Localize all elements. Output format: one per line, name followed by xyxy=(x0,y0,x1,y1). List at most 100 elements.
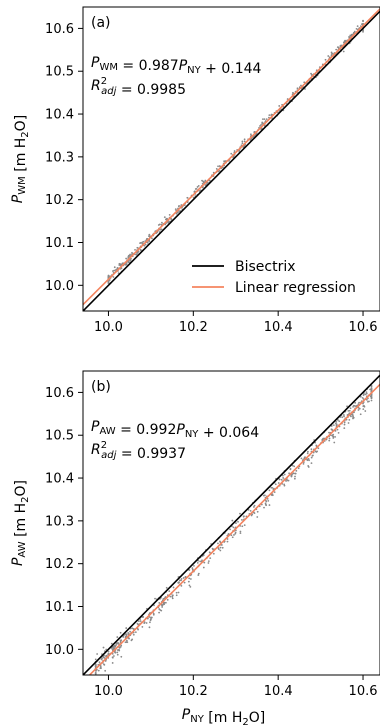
data-point xyxy=(189,578,192,580)
data-point xyxy=(96,653,99,655)
data-point xyxy=(137,620,140,623)
y-tick-label: 10.5 xyxy=(45,429,74,444)
bisectrix-line xyxy=(83,374,380,675)
data-point xyxy=(115,642,118,645)
data-point xyxy=(264,502,267,505)
data-point xyxy=(221,546,224,549)
data-point xyxy=(281,474,284,477)
data-point xyxy=(206,182,209,184)
data-point xyxy=(356,25,359,28)
data-point xyxy=(335,420,338,423)
data-point xyxy=(146,241,149,244)
data-point xyxy=(161,604,164,607)
bisectrix-line xyxy=(83,10,380,311)
data-point xyxy=(168,590,171,593)
data-point xyxy=(166,598,169,601)
data-point xyxy=(139,241,142,244)
data-point xyxy=(370,399,373,402)
legend-entry: Linear regression xyxy=(235,280,356,296)
data-point xyxy=(310,448,313,451)
data-point xyxy=(193,565,195,567)
data-point xyxy=(202,566,205,569)
data-point xyxy=(347,422,350,424)
data-point xyxy=(201,179,203,182)
data-point xyxy=(230,152,233,155)
data-point xyxy=(342,413,345,416)
data-point xyxy=(105,655,107,658)
y-tick-label: 10.0 xyxy=(45,279,74,294)
data-point xyxy=(188,569,191,571)
data-point xyxy=(239,512,241,515)
data-point xyxy=(263,506,265,509)
data-point xyxy=(148,240,151,243)
data-point xyxy=(125,627,128,629)
y-tick-label: 10.2 xyxy=(45,193,74,208)
data-point xyxy=(346,405,348,408)
data-point xyxy=(283,483,286,486)
data-point xyxy=(292,91,294,94)
data-point xyxy=(327,55,330,57)
x-tick-label: 10.6 xyxy=(349,684,378,699)
data-point xyxy=(328,437,331,440)
data-point xyxy=(165,586,168,589)
series-lines xyxy=(83,374,380,675)
data-point xyxy=(132,633,135,636)
data-point xyxy=(343,423,346,426)
data-point xyxy=(259,125,261,127)
data-point xyxy=(307,457,310,460)
legend: Bisectrix Linear regression xyxy=(192,259,356,296)
data-point xyxy=(135,253,138,256)
r2-adjusted: R2 adj = 0.9985 xyxy=(91,76,186,98)
data-point xyxy=(119,639,122,642)
data-point xyxy=(131,627,134,630)
data-point xyxy=(158,223,161,226)
data-point xyxy=(141,626,144,628)
x-tick-label: 10.4 xyxy=(264,684,293,699)
data-point xyxy=(235,522,237,524)
data-point xyxy=(239,530,242,533)
data-point xyxy=(343,427,346,430)
data-point xyxy=(151,237,153,240)
data-point xyxy=(172,586,175,589)
data-point xyxy=(149,621,151,624)
data-point xyxy=(105,648,108,651)
data-point xyxy=(118,648,120,651)
data-point xyxy=(163,216,166,219)
data-point xyxy=(278,105,281,107)
data-point xyxy=(94,658,97,661)
data-point xyxy=(315,444,318,447)
data-point xyxy=(232,526,235,529)
x-axis-label: PNY [m H2O] xyxy=(182,707,265,727)
data-point xyxy=(177,205,180,208)
data-point xyxy=(220,544,223,546)
data-point xyxy=(201,559,203,562)
data-point xyxy=(113,651,116,653)
data-point xyxy=(136,246,139,249)
data-point xyxy=(209,557,212,560)
data-point xyxy=(370,385,373,388)
data-point xyxy=(315,451,318,453)
data-point xyxy=(278,478,281,481)
data-point xyxy=(129,259,132,261)
y-axis-label: PAW [m H2O] xyxy=(10,480,31,566)
data-point xyxy=(217,165,219,168)
data-point xyxy=(302,462,305,465)
data-point xyxy=(261,118,264,121)
data-point xyxy=(265,118,268,121)
data-point xyxy=(134,248,136,251)
data-point xyxy=(364,393,367,396)
data-point xyxy=(175,594,178,597)
data-point xyxy=(144,243,147,246)
data-point xyxy=(124,263,127,266)
axes-frame xyxy=(82,370,380,676)
data-point xyxy=(134,631,137,633)
data-point xyxy=(294,475,296,478)
data-point xyxy=(280,478,283,481)
data-point xyxy=(338,420,341,423)
x-tick-label: 10.4 xyxy=(264,320,293,335)
data-point xyxy=(124,635,127,638)
data-point xyxy=(347,409,350,412)
data-point xyxy=(239,532,242,535)
data-point xyxy=(148,626,151,629)
data-point xyxy=(103,663,105,666)
